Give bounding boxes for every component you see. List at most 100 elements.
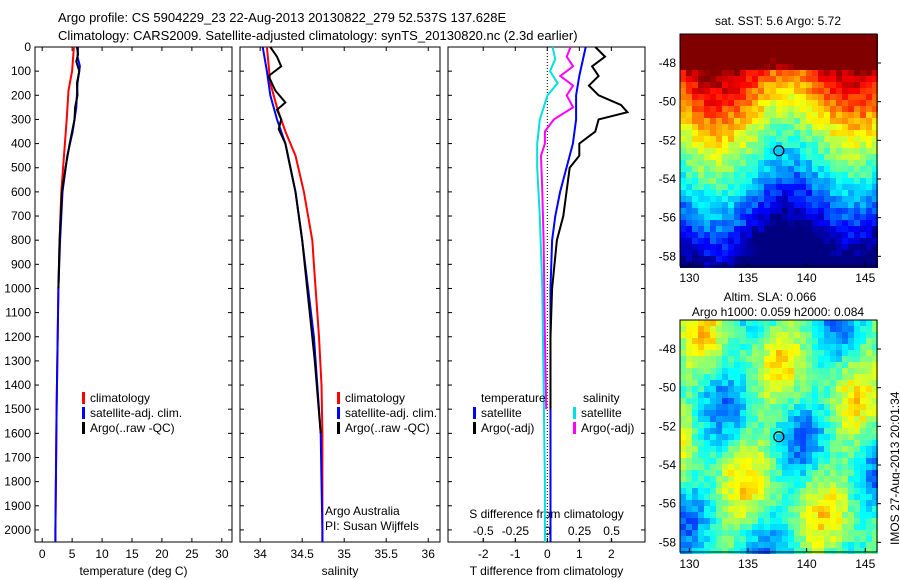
map-cell: [722, 374, 728, 380]
map-cell: [698, 482, 704, 488]
map-cell: [740, 344, 746, 350]
map-cell: [866, 106, 872, 112]
map-cell: [758, 500, 764, 506]
map-cell: [818, 338, 824, 344]
map-cell: [860, 470, 866, 476]
map-cell: [692, 464, 698, 470]
map-cell: [866, 76, 872, 82]
map-cell: [716, 548, 722, 554]
map-cell: [776, 356, 782, 362]
map-cell: [824, 500, 830, 506]
map-cell: [794, 208, 800, 214]
map-cell: [770, 446, 776, 452]
map-cell: [842, 94, 848, 100]
map-cell: [818, 82, 824, 88]
map-cell: [842, 262, 848, 268]
map-cell: [686, 434, 692, 440]
map-cell: [788, 190, 794, 196]
y-tick-label: 1300: [4, 354, 31, 368]
map-cell: [770, 398, 776, 404]
map-cell: [872, 196, 878, 202]
map-cell: [764, 160, 770, 166]
map-cell: [704, 238, 710, 244]
map-cell: [740, 244, 746, 250]
map-cell: [740, 362, 746, 368]
map-cell: [788, 524, 794, 530]
map-cell: [764, 220, 770, 226]
map-cell: [758, 416, 764, 422]
map-cell: [812, 118, 818, 124]
map-cell: [842, 208, 848, 214]
map-cell: [830, 130, 836, 136]
map-cell: [848, 404, 854, 410]
map-cell: [680, 112, 686, 118]
map-cell: [782, 512, 788, 518]
map-cell: [746, 332, 752, 338]
map-cell: [854, 404, 860, 410]
x-tick-label: 5: [69, 547, 76, 561]
map-cell: [842, 548, 848, 554]
map-cell: [866, 40, 872, 46]
map-cell: [680, 548, 686, 554]
map-cell: [686, 196, 692, 202]
map-cell: [836, 244, 842, 250]
map-cell: [872, 476, 878, 482]
map-cell: [782, 542, 788, 548]
map-cell: [722, 398, 728, 404]
map-cell: [800, 428, 806, 434]
map-cell: [854, 470, 860, 476]
map-cell: [860, 440, 866, 446]
map-cell: [806, 506, 812, 512]
map-cell: [830, 124, 836, 130]
map-cell: [794, 112, 800, 118]
map-x-tick-label: 130: [679, 557, 699, 571]
map-cell: [716, 446, 722, 452]
map-cell: [752, 434, 758, 440]
map-cell: [842, 464, 848, 470]
map-cell: [734, 428, 740, 434]
map-cell: [818, 34, 824, 40]
map-cell: [866, 362, 872, 368]
map-cell: [776, 326, 782, 332]
map-cell: [734, 350, 740, 356]
map-cell: [686, 220, 692, 226]
map-cell: [866, 374, 872, 380]
map-cell: [830, 244, 836, 250]
map-cell: [854, 34, 860, 40]
map-cell: [848, 256, 854, 262]
map-cell: [746, 530, 752, 536]
map-cell: [740, 100, 746, 106]
map-cell: [806, 458, 812, 464]
map-cell: [752, 160, 758, 166]
map-cell: [854, 356, 860, 362]
map-cell: [704, 500, 710, 506]
map-cell: [860, 112, 866, 118]
map-cell: [776, 136, 782, 142]
map-cell: [740, 320, 746, 326]
map-cell: [716, 250, 722, 256]
map-cell: [806, 214, 812, 220]
map-cell: [848, 148, 854, 154]
map-cell: [692, 136, 698, 142]
map-cell: [686, 326, 692, 332]
map-cell: [842, 404, 848, 410]
map-cell: [848, 476, 854, 482]
map-cell: [746, 76, 752, 82]
map-cell: [776, 190, 782, 196]
map-cell: [842, 326, 848, 332]
map-cell: [794, 356, 800, 362]
map-cell: [680, 326, 686, 332]
map-cell: [770, 404, 776, 410]
map-cell: [686, 398, 692, 404]
map-cell: [842, 530, 848, 536]
map-cell: [818, 70, 824, 76]
map-cell: [860, 238, 866, 244]
map-cell: [818, 172, 824, 178]
map-cell: [686, 500, 692, 506]
map-cell: [770, 470, 776, 476]
map-cell: [686, 320, 692, 326]
map-cell: [692, 40, 698, 46]
map-cell: [812, 446, 818, 452]
map-cell: [740, 392, 746, 398]
map-cell: [764, 428, 770, 434]
